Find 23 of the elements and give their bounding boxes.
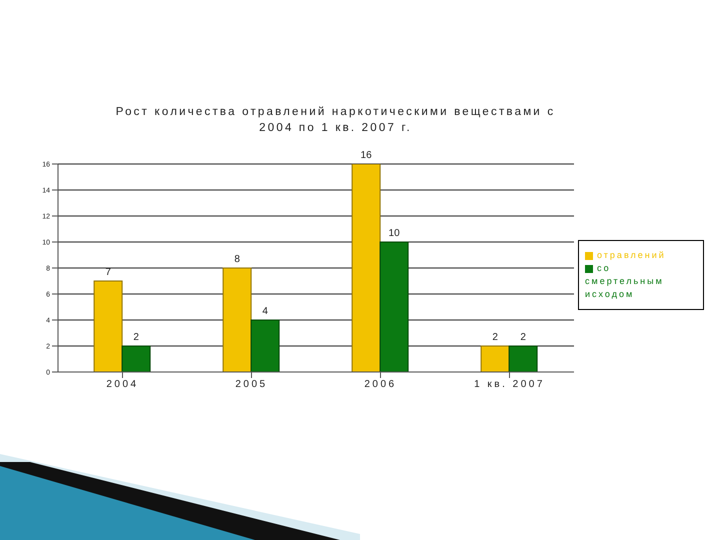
data-label: 7 bbox=[105, 267, 112, 278]
data-label: 8 bbox=[234, 254, 240, 265]
data-label: 2 bbox=[133, 332, 140, 343]
data-label: 2 bbox=[520, 332, 526, 343]
bar bbox=[380, 242, 409, 372]
x-tick-label: 2004 bbox=[106, 379, 139, 390]
bar bbox=[94, 280, 123, 372]
data-label: 2 bbox=[492, 332, 498, 343]
bar bbox=[122, 346, 151, 372]
x-tick-label: 1 кв. 2007 bbox=[474, 379, 545, 390]
bar bbox=[222, 268, 252, 372]
data-label: 16 bbox=[360, 150, 372, 161]
chart-title: Рост количества отравлений наркотическими веществами с 2004 по 1 кв. 2007 г. bbox=[114, 105, 556, 136]
bar bbox=[352, 164, 381, 372]
legend-label: со смертельным исходом bbox=[585, 263, 664, 299]
legend-label: отравлений bbox=[597, 250, 666, 260]
x-tick-label: 2006 bbox=[364, 379, 397, 390]
data-label: 10 bbox=[388, 228, 400, 239]
data-label: 4 bbox=[262, 306, 268, 317]
bar bbox=[508, 346, 538, 372]
bar bbox=[480, 346, 510, 372]
bar bbox=[250, 320, 280, 372]
x-tick-label: 2005 bbox=[235, 379, 268, 390]
